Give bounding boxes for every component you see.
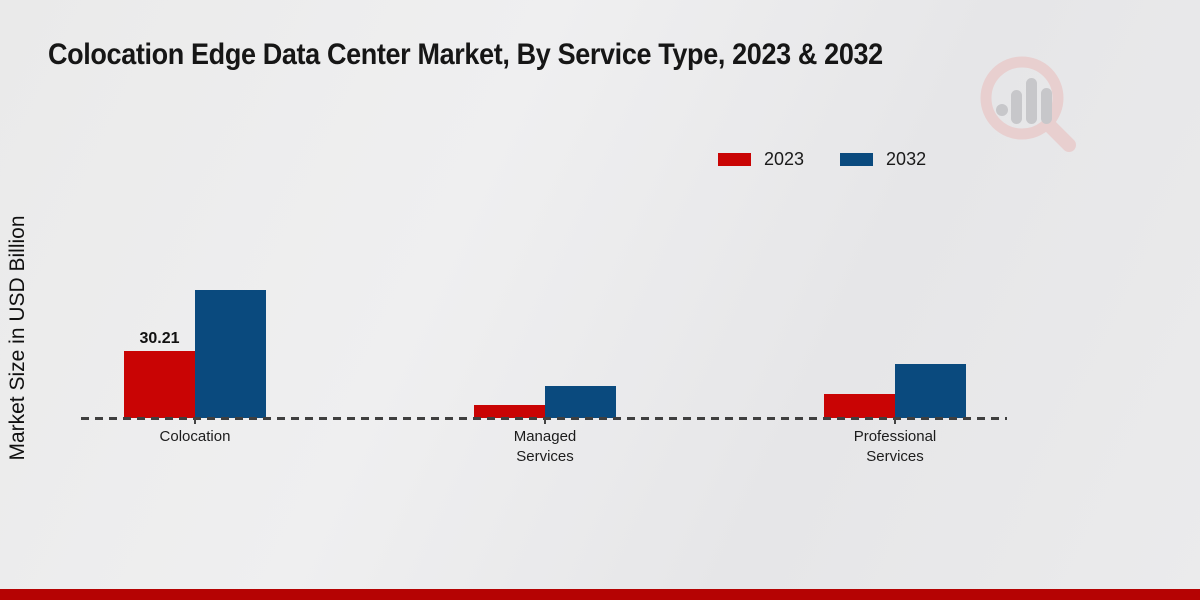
bar-2032-colocation (195, 290, 266, 418)
magnifier-ring (980, 56, 1064, 140)
category-label-colocation: Colocation (159, 428, 231, 445)
category-label-managed-services: Managed Services (513, 428, 577, 465)
market-research-magnifier-logo (980, 56, 1076, 152)
legend-label-2032: 2032 (886, 149, 927, 169)
bar-value-label: 30.21 (139, 330, 180, 347)
legend-item-2032: 2032 (840, 149, 926, 170)
legend-swatch-2032 (840, 153, 874, 166)
x-axis-tick (544, 418, 546, 424)
magnifier-handle (1042, 118, 1076, 152)
logo-bar-2 (1026, 78, 1037, 124)
logo-bar-1 (1011, 90, 1022, 124)
bar-2023-colocation (124, 351, 195, 418)
bar-2032-professional-services (895, 364, 966, 418)
bar-2023-managed-services (474, 405, 545, 418)
bar-2032-managed-services (545, 386, 616, 418)
chart-title: Colocation Edge Data Center Market, By S… (48, 38, 883, 71)
x-axis-tick (894, 418, 896, 424)
x-axis-tick (194, 418, 196, 424)
logo-dot (996, 104, 1008, 116)
logo-bar-3 (1041, 88, 1052, 124)
category-label-professional-services: Professional Services (853, 428, 937, 465)
legend-label-2023: 2023 (764, 149, 805, 169)
footer-accent-bar (0, 589, 1200, 600)
legend: 2023 2032 (718, 149, 926, 170)
legend-swatch-2023 (718, 153, 751, 166)
y-axis-label: Market Size in USD Billion (6, 215, 29, 461)
legend-item-2023: 2023 (718, 149, 804, 170)
bar-2023-professional-services (824, 394, 895, 418)
